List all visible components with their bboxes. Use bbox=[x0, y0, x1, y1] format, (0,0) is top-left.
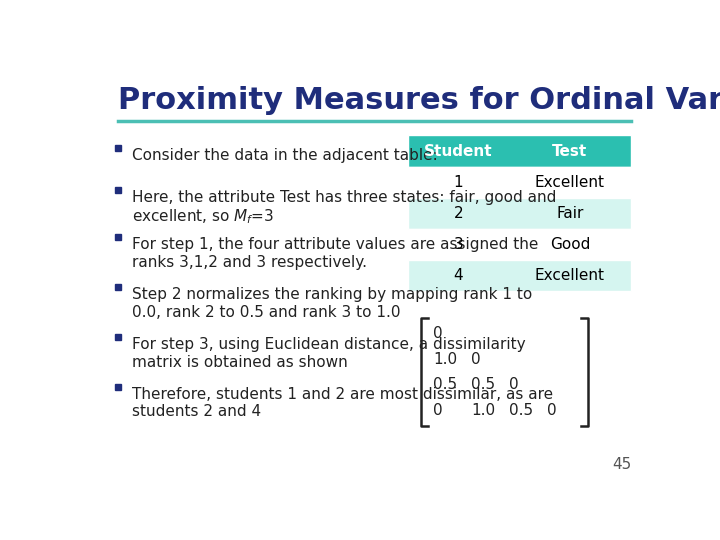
Text: Excellent: Excellent bbox=[535, 175, 605, 190]
Text: Consider the data in the adjacent table:: Consider the data in the adjacent table: bbox=[132, 148, 438, 163]
Text: For step 3, using Euclidean distance, a dissimilarity
matrix is obtained as show: For step 3, using Euclidean distance, a … bbox=[132, 337, 526, 369]
Text: Proximity Measures for Ordinal Variables: Proximity Measures for Ordinal Variables bbox=[118, 85, 720, 114]
Text: Fair: Fair bbox=[556, 206, 584, 221]
Text: 0: 0 bbox=[433, 403, 443, 418]
Text: Here, the attribute Test has three states: fair, good and
excellent, so $M_f$=3: Here, the attribute Test has three state… bbox=[132, 190, 557, 226]
Text: 1.0: 1.0 bbox=[471, 403, 495, 418]
Text: 45: 45 bbox=[612, 457, 631, 472]
Text: For step 1, the four attribute values are assigned the
ranks 3,1,2 and 3 respect: For step 1, the four attribute values ar… bbox=[132, 238, 539, 270]
Text: 0: 0 bbox=[509, 377, 518, 393]
Text: 0.5: 0.5 bbox=[433, 377, 457, 393]
Text: 0: 0 bbox=[547, 403, 557, 418]
Text: Good: Good bbox=[549, 237, 590, 252]
Text: 0.5: 0.5 bbox=[509, 403, 534, 418]
FancyBboxPatch shape bbox=[408, 167, 631, 198]
FancyBboxPatch shape bbox=[408, 260, 631, 292]
FancyBboxPatch shape bbox=[408, 229, 631, 260]
Text: 1.0: 1.0 bbox=[433, 352, 457, 367]
Text: Excellent: Excellent bbox=[535, 268, 605, 284]
Text: 2: 2 bbox=[454, 206, 463, 221]
Text: 1: 1 bbox=[454, 175, 463, 190]
Text: 0.5: 0.5 bbox=[471, 377, 495, 393]
Text: 0: 0 bbox=[433, 326, 443, 341]
Text: Student: Student bbox=[424, 144, 492, 159]
Text: 4: 4 bbox=[454, 268, 463, 284]
Text: 0: 0 bbox=[471, 352, 481, 367]
FancyBboxPatch shape bbox=[408, 198, 631, 229]
Text: 3: 3 bbox=[454, 237, 463, 252]
FancyBboxPatch shape bbox=[408, 136, 631, 167]
Text: Therefore, students 1 and 2 are most dissimilar, as are
students 2 and 4: Therefore, students 1 and 2 are most dis… bbox=[132, 387, 553, 420]
Text: Test: Test bbox=[552, 144, 588, 159]
Text: Step 2 normalizes the ranking by mapping rank 1 to
0.0, rank 2 to 0.5 and rank 3: Step 2 normalizes the ranking by mapping… bbox=[132, 287, 532, 320]
